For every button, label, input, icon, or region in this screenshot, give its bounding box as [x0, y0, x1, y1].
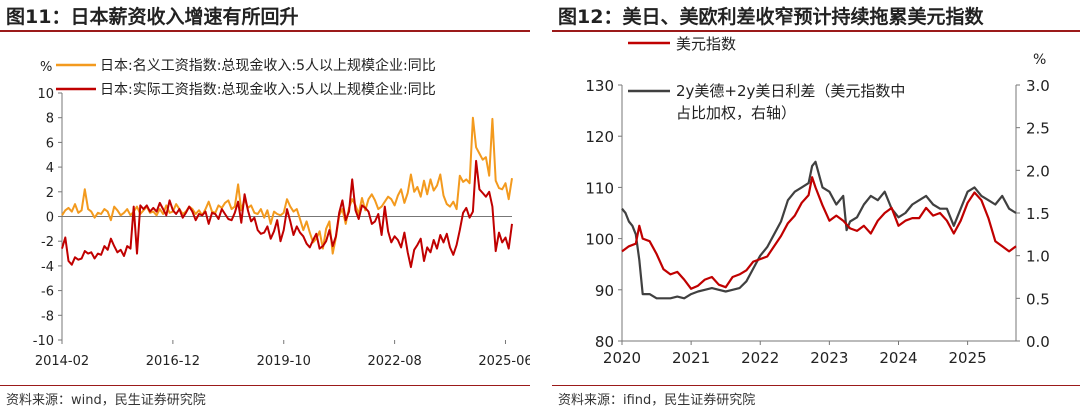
dxy-line — [621, 176, 1017, 290]
y-tick-label: 2 — [46, 186, 54, 201]
legend-label-spread-line2: 占比加权，右轴） — [676, 104, 796, 122]
y-tick-label: 0 — [46, 211, 54, 226]
figure-12-title: 图12：美日、美欧利差收窄预计持续拖累美元指数 — [558, 6, 984, 28]
figure-11-bottom-rule — [0, 385, 530, 386]
right-y-tick-label: 2.0 — [1026, 162, 1050, 180]
x-tick-label: 2014-02 — [35, 354, 89, 369]
x-tick-label: 2025 — [949, 349, 987, 367]
x-tick-label: 2025-06 — [478, 354, 530, 369]
figure-12-top-rule — [552, 30, 1080, 32]
right-y-tick-label: 0.0 — [1026, 333, 1050, 351]
y-tick-label: -4 — [41, 260, 54, 275]
left-y-tick-label: 90 — [595, 282, 614, 300]
legend-label-spread-line1: 2y美德+2y美日利差（美元指数中 — [676, 82, 905, 100]
legend-label-dxy: 美元指数 — [676, 35, 736, 53]
y-tick-label: 10 — [37, 87, 54, 102]
x-tick-label: 2021 — [672, 349, 710, 367]
x-tick-label: 2019-10 — [257, 354, 311, 369]
real-wage-line — [61, 159, 513, 269]
left-y-tick-label: 80 — [595, 333, 614, 351]
y-tick-label: -8 — [41, 309, 54, 324]
right-y-tick-label: 2.5 — [1026, 120, 1050, 138]
right-unit-label: % — [1033, 52, 1046, 68]
unit-label: % — [40, 60, 52, 75]
legend-label-real: 日本:实际工资指数:总现金收入:5人以上规模企业:同比 — [100, 81, 436, 98]
figure-12-source: 资料来源：ifind，民生证券研究院 — [558, 393, 756, 408]
nominal-wage-line — [61, 116, 513, 255]
right-y-tick-label: 1.0 — [1026, 248, 1050, 266]
y-tick-label: 4 — [46, 161, 54, 176]
y-tick-label: -6 — [41, 285, 54, 300]
left-y-tick-label: 130 — [585, 77, 614, 95]
y-tick-label: 6 — [46, 136, 54, 151]
figure-11-source: 资料来源：wind，民生证券研究院 — [6, 393, 206, 408]
left-y-tick-label: 100 — [585, 231, 614, 249]
x-tick-label: 2023 — [810, 349, 848, 367]
x-tick-label: 2022 — [741, 349, 779, 367]
figure-11-title: 图11：日本薪资收入增速有所回升 — [6, 6, 299, 28]
y-tick-label: -2 — [41, 235, 54, 250]
figure-11-chart: -10 -8 -6 -4 -2 0 2 4 6 8 10% 2014-02 2016-12 2019-10… — [33, 57, 530, 369]
figure-11-top-rule — [0, 30, 530, 32]
x-tick-label: 2022-08 — [367, 354, 421, 369]
left-y-tick-label: 120 — [585, 128, 614, 146]
figure-12-chart: 80 90 100 110 120 130 0.0 0.5 1.0 1.5 2.0 2.5 3.0% 20… — [585, 35, 1050, 367]
x-tick-label: 2024 — [879, 349, 917, 367]
x-tick-label: 2020 — [603, 349, 641, 367]
figure-12-bottom-rule — [552, 385, 1080, 386]
right-y-tick-label: 3.0 — [1026, 77, 1050, 95]
left-y-tick-label: 110 — [585, 179, 614, 197]
y-tick-label: 8 — [46, 112, 54, 127]
right-y-tick-label: 0.5 — [1026, 290, 1050, 308]
right-y-tick-label: 1.5 — [1026, 205, 1050, 223]
figure-12-panel: 图12：美日、美欧利差收窄预计持续拖累美元指数 80 90 100 110 120 130… — [552, 0, 1080, 411]
x-tick-label: 2016-12 — [146, 354, 200, 369]
legend-label-nominal: 日本:名义工资指数:总现金收入:5人以上规模企业:同比 — [100, 57, 436, 74]
spread-line — [621, 160, 1017, 300]
figure-11-panel: 图11：日本薪资收入增速有所回升 -10 -8 -6 -4 -2 0 2 4 6 8 10% 2014… — [0, 0, 530, 411]
y-tick-label: -10 — [33, 334, 54, 349]
